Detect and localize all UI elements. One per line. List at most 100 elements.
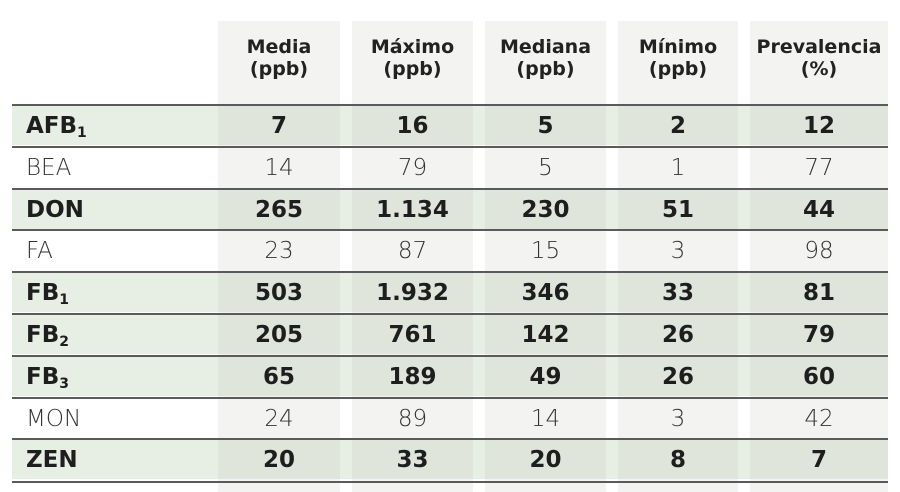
row-label: BEA — [26, 153, 71, 183]
row-label-subscript: 1 — [77, 125, 87, 141]
highlight-cell-bg — [485, 106, 606, 145]
row-label-text: ZEN — [26, 447, 78, 474]
column-header: Mínimo (ppb) — [618, 36, 738, 80]
column-header-label: Mediana — [499, 36, 592, 58]
column-band — [352, 21, 473, 492]
table-row: MON 24 89 14 3 42 — [12, 396, 888, 438]
table-cell: 24 — [264, 405, 294, 432]
highlight-cell-bg — [618, 356, 738, 396]
table-cell: 2 — [669, 113, 686, 139]
column-header-label: Mínimo — [638, 36, 718, 58]
column-header: Máximo (ppb) — [352, 36, 473, 80]
table-cell: 33 — [661, 280, 694, 307]
row-label-subscript: 2 — [59, 334, 69, 350]
highlight-cell-bg — [352, 189, 473, 229]
table-cell: 44 — [802, 196, 835, 223]
row-label-text: AFB — [26, 113, 78, 139]
row-label-text: FA — [26, 238, 53, 265]
column-band — [218, 21, 340, 492]
table-cell: 98 — [804, 238, 834, 265]
table-cell: 12 — [802, 113, 835, 139]
highlight-cell-bg — [218, 440, 340, 480]
table-cell: 8 — [669, 447, 686, 474]
highlight-cell-bg — [750, 106, 888, 145]
table-row: ZEN 20 33 20 8 7 — [12, 438, 888, 480]
table-cell: 42 — [804, 405, 834, 432]
table-cell: 205 — [254, 322, 303, 348]
row-label-subscript: 3 — [59, 375, 69, 392]
highlight-cell-bg — [352, 440, 473, 480]
table-cell: 1.932 — [376, 280, 449, 307]
highlight-cell-bg — [352, 315, 473, 354]
row-label-text: MON — [26, 405, 82, 432]
table-cell: 77 — [804, 154, 834, 181]
highlight-cell-bg — [750, 356, 888, 396]
row-label: AFB1 — [26, 111, 87, 148]
row-label: DON — [26, 195, 84, 225]
table-cell: 3 — [670, 238, 686, 265]
table-cell: 1 — [670, 154, 686, 181]
table-cell: 5 — [537, 113, 554, 139]
table-cell: 7 — [270, 113, 287, 139]
column-header-unit: (ppb) — [249, 58, 309, 80]
highlight-cell-bg — [618, 315, 738, 354]
table-cell: 26 — [661, 363, 694, 390]
column-header-label: Máximo — [370, 36, 455, 58]
table-cell: 81 — [802, 280, 835, 307]
column-header-unit: (ppb) — [383, 58, 442, 80]
highlight-cell-bg — [352, 273, 473, 313]
table-cell: 761 — [388, 322, 437, 348]
row-label-text: FB — [26, 280, 60, 307]
table-cell: 142 — [521, 322, 570, 348]
highlight-cell-bg — [618, 189, 738, 229]
row-label: FB1 — [26, 278, 69, 315]
highlight-cell-bg — [750, 273, 888, 313]
column-header: Mediana (ppb) — [485, 36, 606, 80]
table-row: FB3 65 189 49 26 60 — [12, 354, 888, 399]
table-cell: 7 — [810, 447, 827, 474]
table-cell: 265 — [254, 196, 303, 223]
highlight-cell-bg — [618, 106, 738, 145]
table-cell: 14 — [264, 154, 294, 181]
row-label-text: FB — [26, 363, 60, 390]
highlight-cell-bg — [750, 315, 888, 354]
highlight-cell-bg — [485, 440, 606, 480]
table-cell: 65 — [262, 363, 295, 390]
table-cell: 346 — [521, 280, 570, 307]
table-cell: 20 — [262, 447, 295, 474]
row-label-text: DON — [26, 196, 84, 223]
table-cell: 89 — [397, 405, 428, 432]
row-label: ZEN — [26, 445, 78, 475]
bottom-rule — [12, 481, 888, 483]
highlight-cell-bg — [218, 356, 340, 396]
table-cell: 79 — [802, 322, 835, 348]
highlight-cell-bg — [618, 440, 738, 480]
table-row: AFB1 7 16 5 2 12 — [12, 104, 888, 145]
table-cell: 15 — [530, 238, 561, 265]
table-cell: 20 — [529, 447, 562, 474]
row-label: FA — [26, 236, 53, 266]
table-cell: 1.134 — [376, 196, 449, 223]
table-cell: 5 — [538, 154, 553, 181]
row-label-text: BEA — [26, 154, 72, 181]
table-cell: 16 — [396, 113, 429, 139]
table-row: FB2 205 761 142 26 79 — [12, 313, 888, 354]
column-header: Media (ppb) — [218, 36, 340, 80]
highlight-cell-bg — [218, 273, 340, 313]
highlight-cell-bg — [485, 189, 606, 229]
column-header-label: Prevalencia — [756, 36, 882, 58]
table-cell: 33 — [396, 447, 429, 474]
table-row: FB1 503 1.932 346 33 81 — [12, 271, 888, 315]
row-label-text: FB — [26, 322, 60, 348]
table-cell: 3 — [670, 405, 686, 432]
row-label: FB3 — [26, 362, 69, 399]
table-cell: 503 — [254, 280, 303, 307]
row-label-subscript: 1 — [59, 292, 69, 309]
table-cell: 87 — [397, 238, 428, 265]
column-header-unit: (%) — [800, 58, 838, 80]
highlight-cell-bg — [750, 189, 888, 229]
highlight-cell-bg — [750, 440, 888, 480]
highlight-cell-bg — [485, 273, 606, 313]
column-header-label: Media — [246, 36, 312, 58]
row-label: MON — [26, 404, 81, 434]
